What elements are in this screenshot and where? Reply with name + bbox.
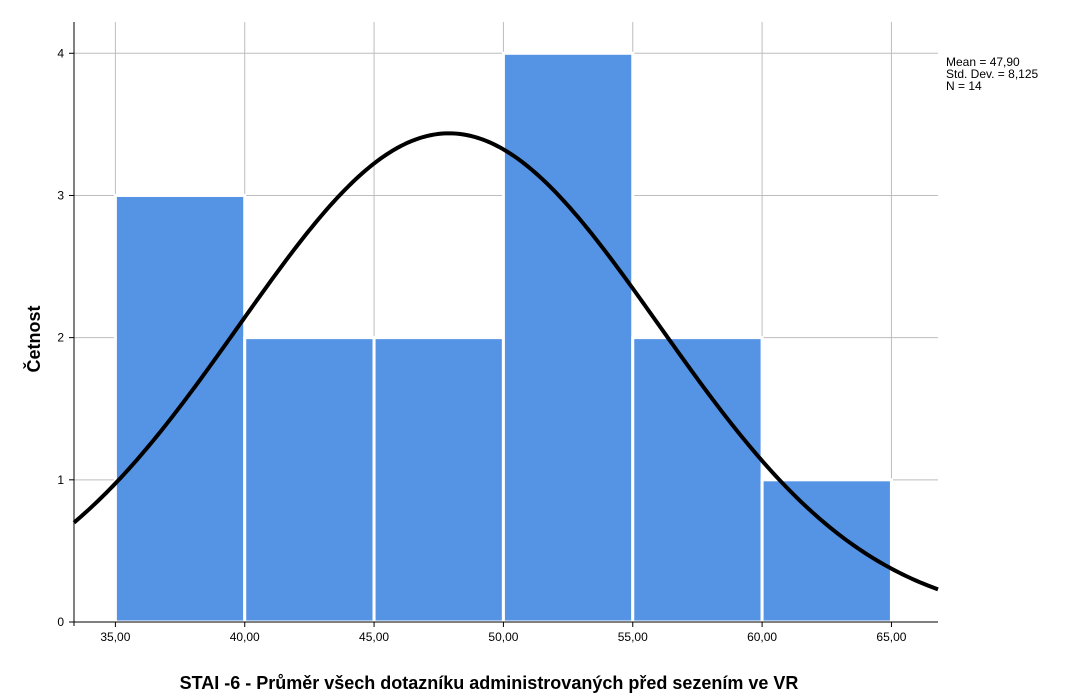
histogram-bar — [372, 336, 505, 624]
x-tick-label: 60,00 — [747, 630, 777, 644]
x-tick-label: 40,00 — [230, 630, 260, 644]
histogram-bar — [760, 478, 893, 624]
y-axis-title: Četnost — [23, 305, 44, 372]
stats-n: N = 14 — [946, 79, 982, 93]
normal-curve — [72, 131, 939, 592]
x-tick-label: 35,00 — [100, 630, 130, 644]
y-tick-label: 3 — [57, 188, 64, 202]
stats-std-dev: Std. Dev. = 8,125 — [946, 67, 1038, 81]
x-tick-label: 45,00 — [359, 630, 389, 644]
x-axis-title: STAI -6 - Průměr všech dotazníku adminis… — [180, 673, 799, 693]
x-tick-label: 50,00 — [488, 630, 518, 644]
axes — [69, 22, 938, 627]
y-tick-label: 0 — [57, 615, 64, 629]
x-tick-label: 55,00 — [618, 630, 648, 644]
x-tick-label: 65,00 — [876, 630, 906, 644]
y-tick-label: 2 — [57, 331, 64, 345]
x-tick-labels: 35,00 40,00 45,00 50,00 55,00 60,00 65,00 — [100, 630, 906, 644]
y-tick-labels: 0 1 2 3 4 — [57, 46, 64, 629]
histogram-bar — [501, 51, 635, 624]
normal-curve-layer — [72, 131, 939, 592]
y-tick-label: 1 — [57, 473, 64, 487]
y-tick-label: 4 — [57, 46, 64, 60]
histogram-bar — [631, 336, 764, 624]
histogram-bar — [243, 336, 376, 624]
stats-box: Mean = 47,90 Std. Dev. = 8,125 N = 14 — [946, 55, 1038, 93]
stats-mean: Mean = 47,90 — [946, 55, 1020, 69]
